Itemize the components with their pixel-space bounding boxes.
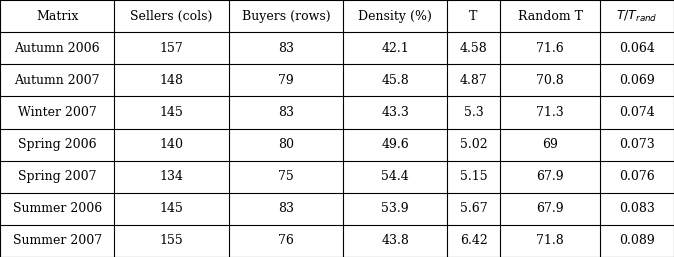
Text: 71.6: 71.6 bbox=[537, 42, 564, 55]
Text: 155: 155 bbox=[160, 234, 183, 247]
Text: 42.1: 42.1 bbox=[381, 42, 409, 55]
Text: 83: 83 bbox=[278, 42, 294, 55]
Text: 80: 80 bbox=[278, 138, 294, 151]
Text: 5.15: 5.15 bbox=[460, 170, 487, 183]
Text: Buyers (rows): Buyers (rows) bbox=[242, 10, 330, 23]
Text: Spring 2007: Spring 2007 bbox=[18, 170, 96, 183]
Text: 69: 69 bbox=[542, 138, 558, 151]
Text: Autumn 2006: Autumn 2006 bbox=[14, 42, 100, 55]
Text: 0.089: 0.089 bbox=[619, 234, 655, 247]
Text: 53.9: 53.9 bbox=[381, 202, 409, 215]
Text: 0.073: 0.073 bbox=[619, 138, 655, 151]
Text: Summer 2007: Summer 2007 bbox=[13, 234, 102, 247]
Text: Random T: Random T bbox=[518, 10, 582, 23]
Text: $\mathit{T}/\mathit{T}_{rand}$: $\mathit{T}/\mathit{T}_{rand}$ bbox=[616, 8, 658, 24]
Text: 0.074: 0.074 bbox=[619, 106, 655, 119]
Text: Sellers (cols): Sellers (cols) bbox=[131, 10, 213, 23]
Text: Summer 2006: Summer 2006 bbox=[13, 202, 102, 215]
Text: 140: 140 bbox=[160, 138, 183, 151]
Text: 83: 83 bbox=[278, 106, 294, 119]
Text: 148: 148 bbox=[160, 74, 183, 87]
Text: 5.3: 5.3 bbox=[464, 106, 483, 119]
Text: 5.67: 5.67 bbox=[460, 202, 487, 215]
Text: 71.8: 71.8 bbox=[537, 234, 564, 247]
Text: 70.8: 70.8 bbox=[537, 74, 564, 87]
Text: 6.42: 6.42 bbox=[460, 234, 487, 247]
Text: 4.58: 4.58 bbox=[460, 42, 487, 55]
Text: 71.3: 71.3 bbox=[537, 106, 564, 119]
Text: Autumn 2007: Autumn 2007 bbox=[14, 74, 100, 87]
Text: 49.6: 49.6 bbox=[381, 138, 409, 151]
Text: 4.87: 4.87 bbox=[460, 74, 487, 87]
Text: 145: 145 bbox=[160, 106, 183, 119]
Text: 5.02: 5.02 bbox=[460, 138, 487, 151]
Text: 54.4: 54.4 bbox=[381, 170, 409, 183]
Text: 0.064: 0.064 bbox=[619, 42, 655, 55]
Text: 134: 134 bbox=[160, 170, 183, 183]
Text: 45.8: 45.8 bbox=[381, 74, 409, 87]
Text: 43.3: 43.3 bbox=[381, 106, 409, 119]
Text: 67.9: 67.9 bbox=[537, 170, 564, 183]
Text: Density (%): Density (%) bbox=[359, 10, 432, 23]
Text: Winter 2007: Winter 2007 bbox=[18, 106, 96, 119]
Text: Matrix: Matrix bbox=[36, 10, 78, 23]
Text: 79: 79 bbox=[278, 74, 294, 87]
Text: T: T bbox=[469, 10, 478, 23]
Text: 76: 76 bbox=[278, 234, 294, 247]
Text: 0.069: 0.069 bbox=[619, 74, 655, 87]
Text: 83: 83 bbox=[278, 202, 294, 215]
Text: 67.9: 67.9 bbox=[537, 202, 564, 215]
Text: 145: 145 bbox=[160, 202, 183, 215]
Text: Spring 2006: Spring 2006 bbox=[18, 138, 96, 151]
Text: 43.8: 43.8 bbox=[381, 234, 409, 247]
Text: 157: 157 bbox=[160, 42, 183, 55]
Text: 75: 75 bbox=[278, 170, 294, 183]
Text: 0.083: 0.083 bbox=[619, 202, 655, 215]
Text: 0.076: 0.076 bbox=[619, 170, 655, 183]
